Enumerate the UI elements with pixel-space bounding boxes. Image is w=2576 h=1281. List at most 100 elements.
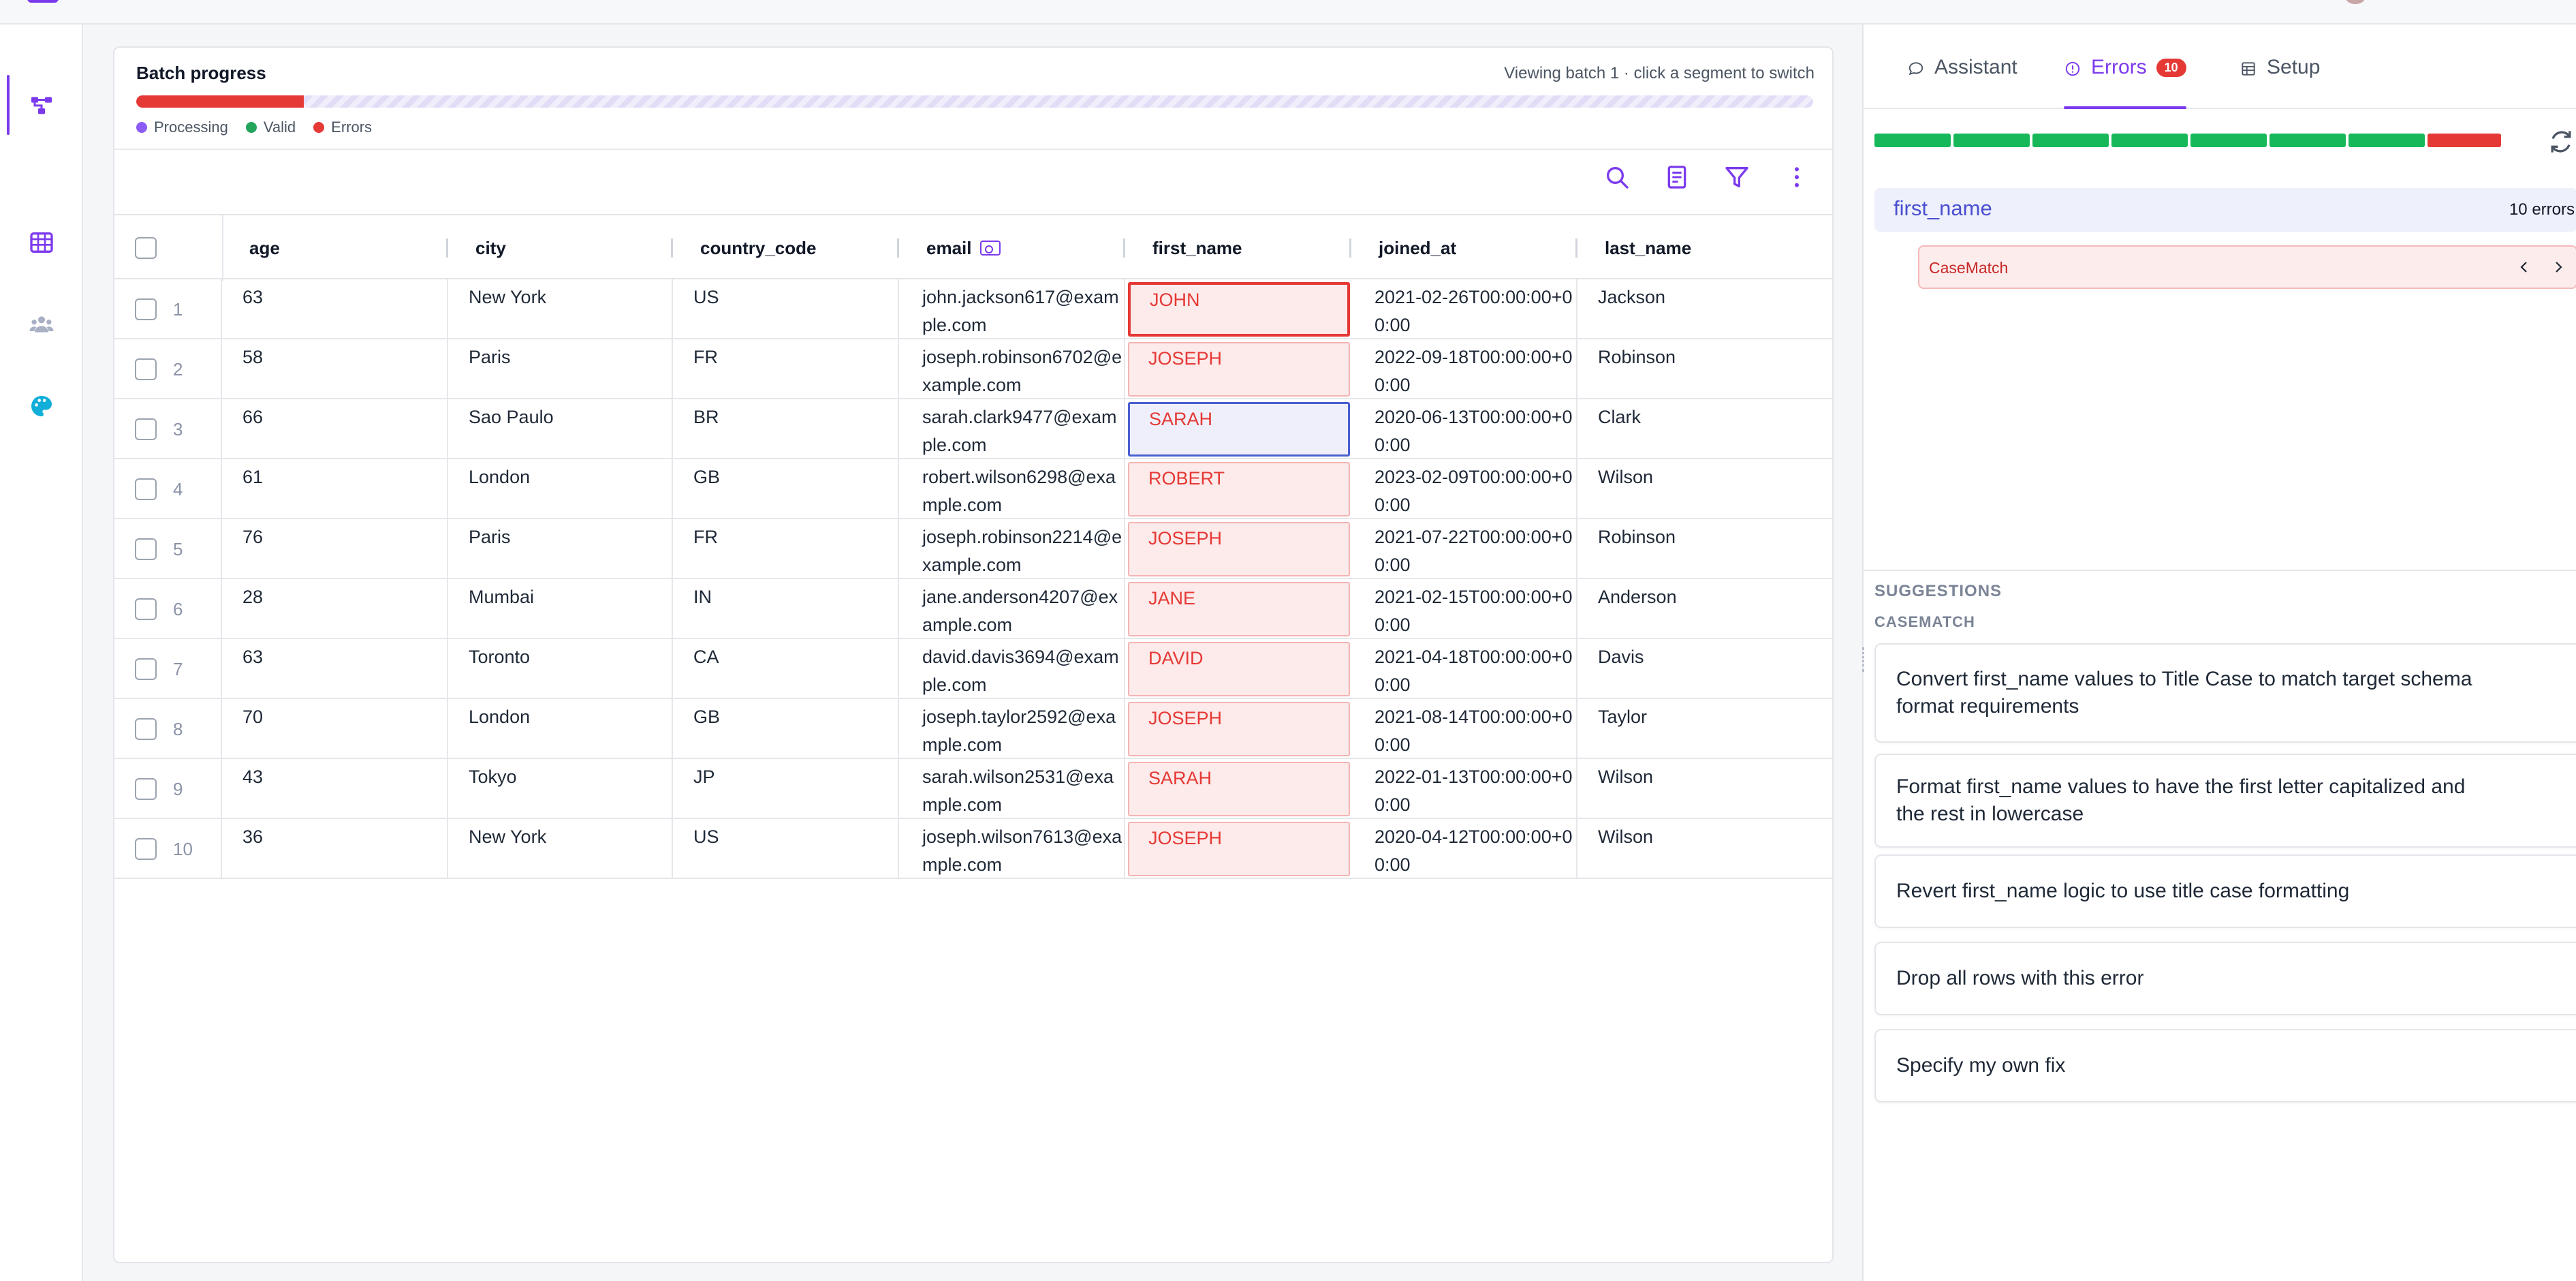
cell-age[interactable]: 63: [222, 279, 448, 339]
error-cell-first-name[interactable]: SARAH: [1128, 402, 1350, 457]
suggestion-item[interactable]: Drop all rows with this error: [1874, 942, 2576, 1015]
error-cell-first-name[interactable]: JOSEPH: [1128, 702, 1350, 756]
cell-last-name[interactable]: Wilson: [1577, 819, 1832, 879]
error-cell-first-name[interactable]: JOSEPH: [1128, 342, 1350, 397]
row-checkbox[interactable]: [135, 598, 157, 620]
cell-city[interactable]: Tokyo: [448, 759, 673, 819]
cell-country-code[interactable]: JP: [673, 759, 899, 819]
cell-joined-at[interactable]: 2021-04-18T00:00:00+00:00: [1351, 639, 1577, 699]
rail-workflow[interactable]: [0, 72, 83, 138]
column-resize-handle[interactable]: [1575, 238, 1577, 258]
rail-users[interactable]: [0, 292, 83, 357]
batch-segment-errors[interactable]: [136, 95, 304, 108]
table-row[interactable]: 2 58 Paris FR joseph.robinson6702@example.co…: [114, 339, 1832, 399]
cell-country-code[interactable]: FR: [673, 339, 899, 399]
cell-joined-at[interactable]: 2021-02-26T00:00:00+00:00: [1351, 279, 1577, 339]
cell-last-name[interactable]: Wilson: [1577, 459, 1832, 519]
rail-palette[interactable]: [0, 373, 83, 439]
row-checkbox[interactable]: [135, 718, 157, 740]
cell-email[interactable]: joseph.wilson7613@example.com: [899, 819, 1125, 879]
table-row[interactable]: 6 28 Mumbai IN jane.anderson4207@example.com…: [114, 579, 1832, 639]
error-cell-first-name[interactable]: JANE: [1128, 582, 1350, 636]
cell-email[interactable]: joseph.taylor2592@example.com: [899, 699, 1125, 759]
tab-errors[interactable]: Errors 10: [2064, 52, 2186, 109]
cell-last-name[interactable]: Taylor: [1577, 699, 1832, 759]
progress-segment-valid[interactable]: [2269, 134, 2346, 147]
table-row[interactable]: 3 66 Sao Paulo BR sarah.clark9477@example.co…: [114, 399, 1832, 459]
cell-email[interactable]: sarah.clark9477@example.com: [899, 399, 1125, 459]
progress-segment-valid[interactable]: [2190, 134, 2267, 147]
cell-country-code[interactable]: BR: [673, 399, 899, 459]
error-column-group[interactable]: first_name 10 errors: [1874, 188, 2576, 232]
cell-joined-at[interactable]: 2023-02-09T00:00:00+00:00: [1351, 459, 1577, 519]
cell-email[interactable]: sarah.wilson2531@example.com: [899, 759, 1125, 819]
error-cell-first-name[interactable]: DAVID: [1128, 642, 1350, 696]
suggestion-item[interactable]: Revert first_name logic to use title cas…: [1874, 854, 2576, 928]
cell-joined-at[interactable]: 2022-09-18T00:00:00+00:00: [1351, 339, 1577, 399]
table-row[interactable]: 8 70 London GB joseph.taylor2592@example.com…: [114, 699, 1832, 759]
column-resize-handle[interactable]: [1833, 238, 1834, 258]
cell-age[interactable]: 43: [222, 759, 448, 819]
cell-joined-at[interactable]: 2022-01-13T00:00:00+00:00: [1351, 759, 1577, 819]
rail-table[interactable]: [0, 210, 83, 275]
cell-joined-at[interactable]: 2020-06-13T00:00:00+00:00: [1351, 399, 1577, 459]
error-cell-first-name[interactable]: JOHN: [1128, 282, 1350, 337]
cell-last-name[interactable]: Wilson: [1577, 759, 1832, 819]
cell-joined-at[interactable]: 2021-08-14T00:00:00+00:00: [1351, 699, 1577, 759]
row-checkbox[interactable]: [135, 658, 157, 680]
cell-city[interactable]: London: [448, 459, 673, 519]
previous-error-button[interactable]: [2511, 253, 2538, 281]
column-resize-handle[interactable]: [446, 238, 448, 258]
cell-age[interactable]: 76: [222, 519, 448, 579]
row-checkbox[interactable]: [135, 358, 157, 380]
cell-joined-at[interactable]: 2020-04-12T00:00:00+00:00: [1351, 819, 1577, 879]
cell-joined-at[interactable]: 2021-07-22T00:00:00+00:00: [1351, 519, 1577, 579]
cell-email[interactable]: david.davis3694@example.com: [899, 639, 1125, 699]
error-cell-first-name[interactable]: ROBERT: [1128, 462, 1350, 516]
select-all-checkbox[interactable]: [135, 237, 157, 259]
row-checkbox[interactable]: [135, 778, 157, 800]
table-row[interactable]: 4 61 London GB robert.wilson6298@example.com…: [114, 459, 1832, 519]
cell-age[interactable]: 66: [222, 399, 448, 459]
batch-progress-bar[interactable]: [136, 95, 1813, 108]
row-checkbox[interactable]: [135, 478, 157, 500]
cell-last-name[interactable]: Davis: [1577, 639, 1832, 699]
error-cell-first-name[interactable]: SARAH: [1128, 762, 1350, 816]
cell-city[interactable]: Sao Paulo: [448, 399, 673, 459]
cell-email[interactable]: joseph.robinson2214@example.com: [899, 519, 1125, 579]
cell-last-name[interactable]: Robinson: [1577, 339, 1832, 399]
cell-city[interactable]: New York: [448, 279, 673, 339]
suggestion-item[interactable]: Specify my own fix: [1874, 1029, 2576, 1102]
refresh-button[interactable]: [2546, 127, 2576, 157]
suggestion-item[interactable]: Convert first_name values to Title Case …: [1874, 643, 2576, 743]
cell-age[interactable]: 63: [222, 639, 448, 699]
suggestion-item[interactable]: Format first_name values to have the fir…: [1874, 754, 2576, 848]
cell-age[interactable]: 36: [222, 819, 448, 879]
column-header-country-code[interactable]: country_code: [700, 215, 899, 281]
table-row[interactable]: 10 36 New York US joseph.wilson7613@example.…: [114, 819, 1832, 879]
cell-city[interactable]: Toronto: [448, 639, 673, 699]
cell-country-code[interactable]: FR: [673, 519, 899, 579]
cell-age[interactable]: 61: [222, 459, 448, 519]
tab-assistant[interactable]: Assistant: [1907, 52, 2017, 109]
progress-segment-valid[interactable]: [1953, 134, 2030, 147]
cell-last-name[interactable]: Anderson: [1577, 579, 1832, 639]
column-header-age[interactable]: age: [249, 215, 448, 281]
column-resize-handle[interactable]: [1123, 238, 1125, 258]
column-resize-handle[interactable]: [1349, 238, 1351, 258]
column-header-last-name[interactable]: last_name: [1605, 215, 1834, 281]
column-resize-handle[interactable]: [671, 238, 673, 258]
table-row[interactable]: 7 63 Toronto CA david.davis3694@example.com D…: [114, 639, 1832, 699]
column-header-joined-at[interactable]: joined_at: [1379, 215, 1577, 281]
progress-segment-valid[interactable]: [1874, 134, 1951, 147]
tab-setup[interactable]: Setup: [2240, 52, 2320, 109]
cell-country-code[interactable]: US: [673, 279, 899, 339]
cell-age[interactable]: 28: [222, 579, 448, 639]
progress-segment-valid[interactable]: [2111, 134, 2188, 147]
panel-resize-handle[interactable]: [1862, 647, 1865, 672]
progress-segment-valid[interactable]: [2349, 134, 2425, 147]
progress-segment-valid[interactable]: [2032, 134, 2109, 147]
cell-email[interactable]: robert.wilson6298@example.com: [899, 459, 1125, 519]
error-cell-first-name[interactable]: JOSEPH: [1128, 822, 1350, 876]
cell-last-name[interactable]: Clark: [1577, 399, 1832, 459]
